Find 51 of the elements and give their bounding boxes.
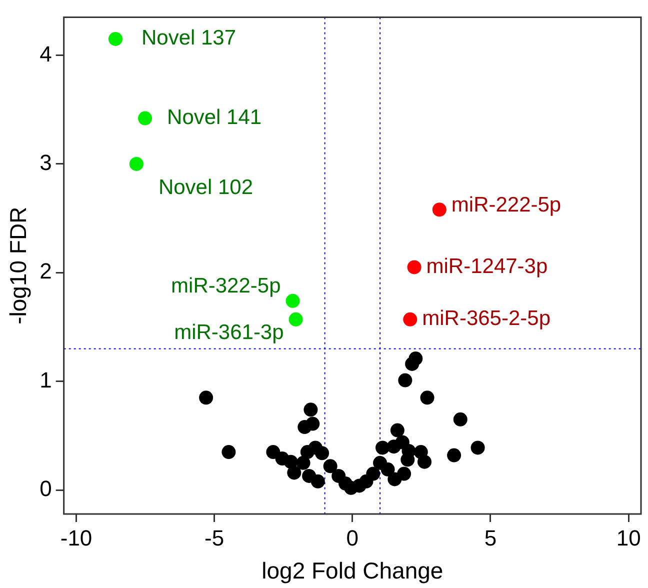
x-tick-label: 5 bbox=[484, 525, 497, 550]
point bbox=[286, 294, 300, 308]
x-axis-title: log2 Fold Change bbox=[262, 558, 444, 584]
point bbox=[298, 420, 312, 434]
annotation: miR-1247-3p bbox=[426, 255, 548, 278]
point bbox=[129, 156, 144, 171]
point bbox=[447, 448, 462, 462]
point bbox=[296, 456, 310, 470]
annotation: miR-361-3p bbox=[174, 321, 284, 344]
point bbox=[408, 352, 423, 366]
point bbox=[310, 474, 325, 488]
point bbox=[453, 412, 468, 426]
point bbox=[199, 390, 214, 405]
annotation: Novel 102 bbox=[158, 176, 254, 199]
point bbox=[417, 454, 432, 469]
point bbox=[304, 402, 318, 417]
point bbox=[470, 440, 485, 455]
y-tick-label: 1 bbox=[40, 367, 52, 392]
point bbox=[366, 466, 380, 481]
point bbox=[402, 444, 416, 458]
annotation: miR-222-5p bbox=[451, 193, 562, 216]
point bbox=[398, 373, 412, 388]
annotation: miR-322-5p bbox=[171, 274, 281, 298]
point bbox=[390, 423, 404, 438]
point bbox=[323, 459, 338, 474]
y-tick-label: 3 bbox=[40, 150, 52, 176]
point bbox=[420, 390, 434, 405]
point bbox=[407, 260, 422, 274]
y-tick-label: 4 bbox=[40, 41, 52, 66]
x-tick-label: -10 bbox=[60, 525, 92, 550]
point bbox=[287, 466, 302, 480]
y-axis-title: -log10 FDR bbox=[5, 206, 32, 324]
point bbox=[403, 312, 418, 326]
x-tick-label: 10 bbox=[616, 525, 641, 550]
x-tick-label: -5 bbox=[204, 525, 224, 550]
point bbox=[108, 32, 122, 46]
point bbox=[266, 445, 280, 460]
x-tick-label: 0 bbox=[346, 525, 359, 550]
annotation: miR-365-2-5p bbox=[422, 307, 551, 330]
y-tick-label: 0 bbox=[40, 476, 52, 502]
annotation: Novel 137 bbox=[141, 26, 236, 50]
point bbox=[376, 440, 390, 455]
point bbox=[222, 445, 236, 460]
point bbox=[288, 312, 303, 326]
point bbox=[380, 462, 395, 476]
point bbox=[432, 202, 446, 217]
point bbox=[315, 446, 330, 460]
point bbox=[138, 111, 152, 126]
point bbox=[397, 466, 412, 481]
y-tick-label: 2 bbox=[40, 258, 52, 284]
annotation: Novel 141 bbox=[167, 106, 262, 130]
